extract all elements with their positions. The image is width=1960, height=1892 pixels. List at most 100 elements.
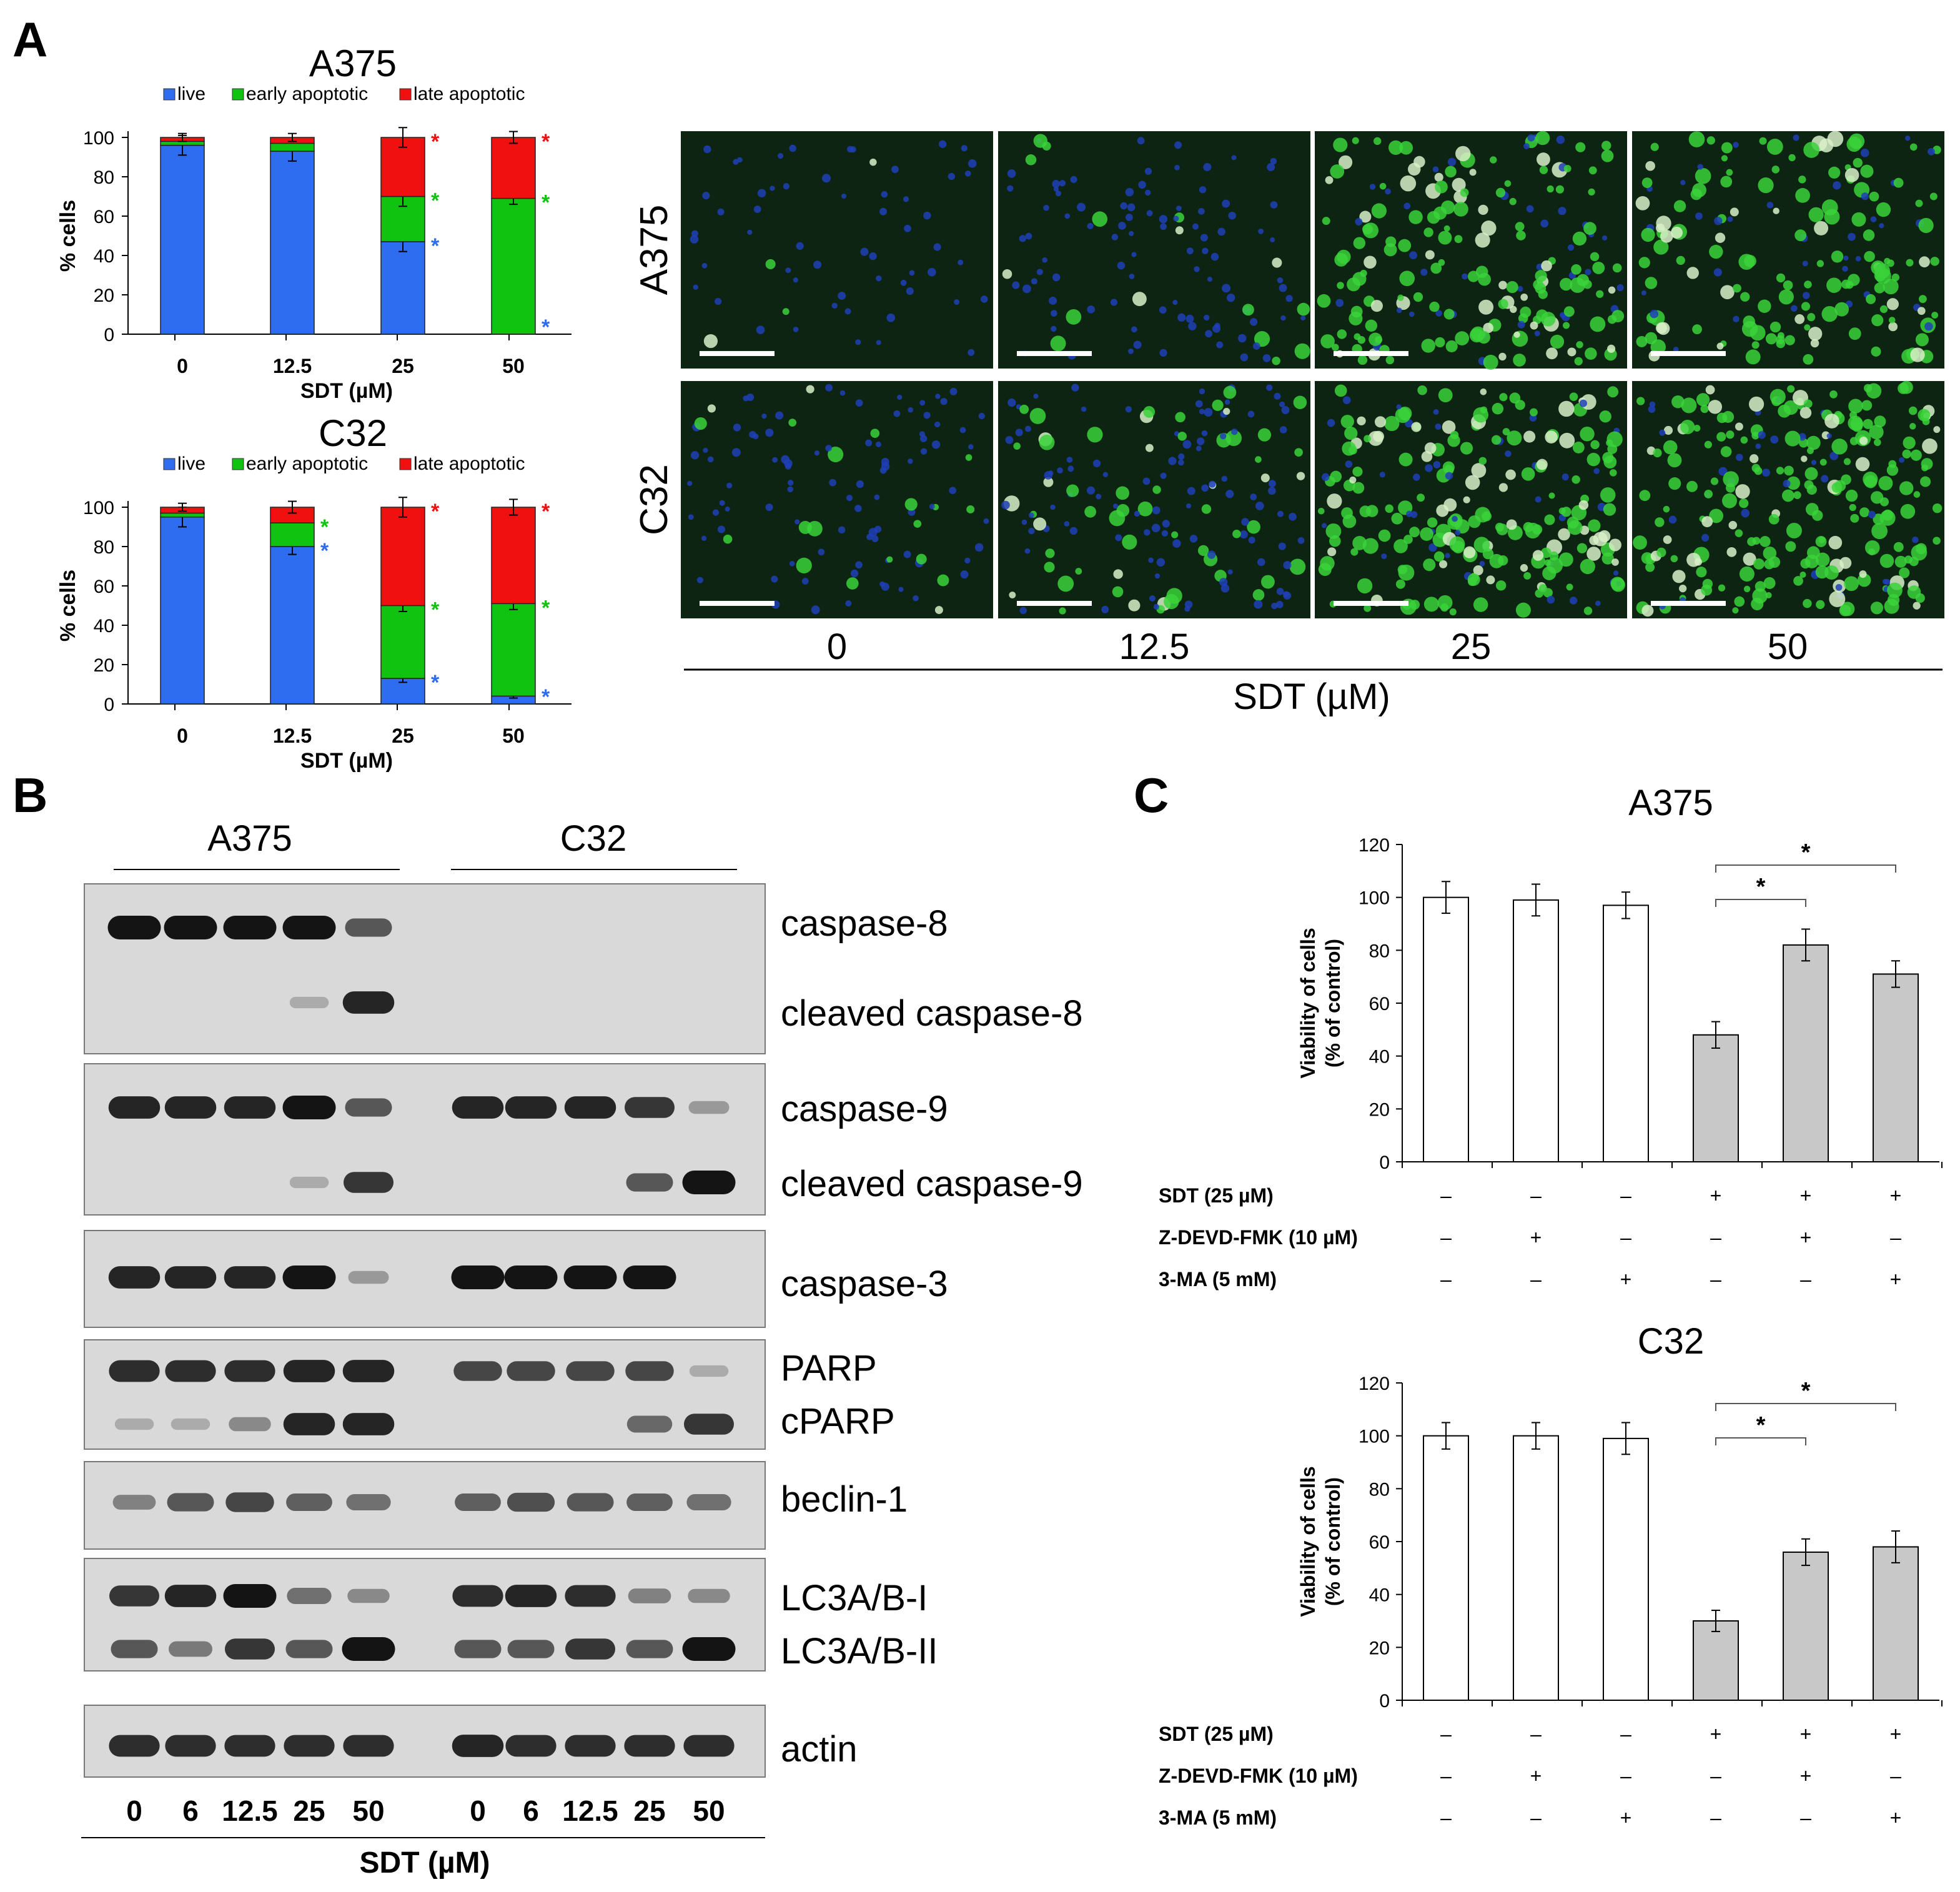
cell-dot (876, 275, 882, 282)
cell-dot (1490, 156, 1497, 164)
cell-dot (1279, 426, 1287, 433)
cell-dot (1482, 548, 1494, 560)
cell-dot (1395, 407, 1411, 423)
significance-star: * (1756, 1412, 1766, 1439)
cell-dot (1844, 576, 1859, 592)
condition-sign: + (1800, 1723, 1812, 1745)
cell-dot (1693, 425, 1701, 432)
blot-band (451, 1265, 505, 1289)
cell-dot (1231, 155, 1237, 161)
cell-dot (1745, 349, 1761, 365)
y-tick-label: 80 (1369, 941, 1390, 961)
cell-dot (1656, 547, 1666, 558)
y-tick-label: 20 (1369, 1099, 1390, 1120)
condition-sign: + (1710, 1184, 1722, 1207)
cell-dot (1879, 223, 1884, 229)
cell-dot (1223, 385, 1237, 399)
cell-dot (1507, 430, 1522, 446)
cell-dot (1423, 597, 1439, 612)
cell-dot (1537, 458, 1548, 470)
bar-segment (160, 144, 205, 335)
cell-dot (1242, 304, 1254, 316)
cell-dot (1033, 517, 1047, 531)
cell-dot (1159, 215, 1168, 224)
cell-dot (1349, 445, 1357, 455)
cell-dot (1277, 510, 1284, 517)
cell-dot (690, 235, 699, 244)
cell-dot (1769, 321, 1781, 333)
cell-dot (1515, 222, 1525, 232)
cell-dot (964, 170, 971, 177)
cell-dot (1659, 429, 1666, 436)
cell-dot (1069, 527, 1078, 535)
cell-dot (1638, 257, 1650, 269)
cell-dot (1125, 187, 1134, 197)
cell-dot (1379, 472, 1385, 478)
cell-dot (1320, 556, 1335, 571)
cell-dot (1523, 572, 1532, 580)
cell-dot (1929, 192, 1938, 201)
cell-dot (1462, 273, 1468, 280)
cell-dot (1696, 567, 1707, 578)
y-tick-label: 40 (1369, 1047, 1390, 1067)
cell-dot (940, 398, 948, 405)
cell-dot (906, 287, 914, 295)
condition-sign: + (1890, 1806, 1902, 1829)
cell-dot (1067, 465, 1074, 472)
cell-dot (860, 247, 869, 256)
cell-dot (787, 480, 794, 486)
cell-dot (1763, 577, 1776, 589)
cell-dot (854, 505, 862, 512)
bar-segment (160, 517, 205, 705)
cell-dot (1849, 133, 1865, 149)
cell-dot (1826, 277, 1842, 293)
cell-dot (1149, 595, 1156, 602)
cell-dot (1839, 557, 1852, 569)
cell-dot (765, 428, 774, 437)
cell-dot (1811, 460, 1817, 465)
cell-dot (1337, 282, 1344, 289)
cell-dot (1055, 191, 1062, 197)
cell-dot (1447, 157, 1457, 166)
blot-band (345, 918, 392, 937)
cell-dot (1109, 510, 1126, 527)
x-axis-label: SDT (µM) (300, 749, 393, 773)
cell-dot (806, 385, 814, 394)
cell-dot (1506, 280, 1518, 294)
cell-dot (1917, 307, 1926, 315)
cell-dot (903, 550, 911, 558)
cell-dot (1131, 252, 1137, 257)
cell-dot (1807, 313, 1816, 322)
cell-dot (1184, 606, 1190, 612)
y-tick-label: 0 (1379, 1691, 1390, 1711)
cell-dot (897, 394, 903, 400)
cell-dot (1113, 569, 1123, 579)
cell-dot (1686, 267, 1699, 279)
bar-segment (270, 546, 315, 705)
cell-dot (1641, 227, 1655, 242)
cell-dot (1791, 305, 1798, 312)
significance-star: * (1756, 874, 1766, 900)
cell-dot (1438, 388, 1453, 403)
cell-dot (1695, 212, 1703, 220)
cell-dot (1520, 564, 1528, 572)
cell-dot (1224, 399, 1230, 405)
micrograph-image (1632, 380, 1944, 618)
cell-dot (1571, 264, 1581, 275)
cell-dot (1070, 176, 1077, 184)
cell-dot (1019, 404, 1029, 414)
cell-dot (1248, 537, 1255, 544)
cell-dot (1866, 294, 1876, 304)
cell-dot (1771, 166, 1780, 174)
cell-dot (1555, 185, 1564, 194)
blot-band (283, 1360, 335, 1382)
cell-dot (1793, 134, 1799, 141)
cell-dot (1447, 434, 1460, 447)
micrograph-background (681, 131, 993, 369)
cell-dot (1641, 290, 1646, 295)
cell-dot (968, 444, 974, 450)
cell-dot (964, 557, 971, 564)
cell-dot (1036, 269, 1043, 275)
blot-protein-label: caspase-8 (781, 903, 948, 944)
bar-segment (380, 507, 425, 607)
